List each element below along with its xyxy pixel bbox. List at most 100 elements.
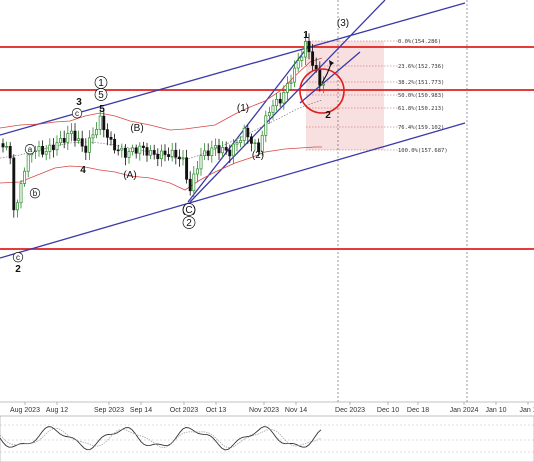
wave-label: 4 xyxy=(80,165,86,176)
candle-body xyxy=(177,156,181,160)
wave-label: 1 xyxy=(303,30,309,41)
candle-body xyxy=(300,56,304,61)
candle-body xyxy=(12,157,16,211)
candles-layer xyxy=(1,33,325,218)
trend-channel-line xyxy=(0,122,466,259)
fib-level-label: 61.8%(150.213) xyxy=(398,106,444,112)
candle-body xyxy=(278,98,282,104)
candle-body xyxy=(51,144,55,151)
candle-body xyxy=(264,115,268,136)
candle-body xyxy=(203,150,207,157)
fib-level-label: 0.0%(154.286) xyxy=(398,39,441,45)
candle-body xyxy=(246,127,250,138)
candle-body xyxy=(307,41,311,53)
x-tick-label: Nov 2023 xyxy=(249,407,279,414)
fib-level-label: 23.6%(152.736) xyxy=(398,64,444,70)
x-tick-label: Jan 10 xyxy=(485,407,506,414)
candle-body xyxy=(221,147,225,154)
candle-body xyxy=(109,136,113,140)
candle-body xyxy=(163,150,167,155)
candle-body xyxy=(66,133,70,143)
candle-body xyxy=(120,147,124,151)
wave-label: c xyxy=(16,253,20,262)
wave-label: (C) xyxy=(182,205,196,216)
wave-label-circle xyxy=(182,203,196,216)
candle-body xyxy=(41,146,45,155)
wave-label-circle xyxy=(182,216,196,229)
wave-label: 3 xyxy=(76,97,82,108)
candle-body xyxy=(62,137,66,143)
candle-body xyxy=(113,138,117,151)
candle-body xyxy=(87,137,91,153)
x-tick-label: Aug 12 xyxy=(46,407,68,414)
wave-label: 5 xyxy=(99,104,105,115)
wave-label: 2 xyxy=(15,264,21,275)
candle-body xyxy=(296,60,300,69)
candle-body xyxy=(293,67,297,83)
candle-body xyxy=(127,151,131,158)
wave-label-circle xyxy=(12,252,24,263)
candle-body xyxy=(231,143,235,157)
candle-body xyxy=(73,130,77,141)
x-tick-label: Oct 2023 xyxy=(170,407,199,414)
candle-body xyxy=(314,65,318,70)
projection-arrow-head xyxy=(329,60,334,66)
candle-body xyxy=(267,112,271,117)
candle-body xyxy=(228,149,232,157)
candle-body xyxy=(26,154,30,172)
candle-body xyxy=(253,142,257,144)
wave-label: 5 xyxy=(98,90,104,101)
candle-body xyxy=(213,145,217,149)
projection-arrow xyxy=(321,63,332,84)
wave-label: a xyxy=(28,145,33,154)
wave-label: (B) xyxy=(130,123,143,134)
candle-body xyxy=(48,144,52,152)
candle-body xyxy=(210,147,214,156)
candle-body xyxy=(289,81,293,84)
candle-body xyxy=(224,147,228,151)
highlight-circle xyxy=(299,68,345,114)
trend-channel-line xyxy=(187,43,311,203)
candle-body xyxy=(15,202,19,211)
candle-body xyxy=(156,154,160,160)
candle-body xyxy=(23,170,27,184)
candle-body xyxy=(271,105,275,113)
candle-body xyxy=(239,140,243,143)
candle-body xyxy=(282,92,286,104)
candle-body xyxy=(55,142,59,151)
candle-body xyxy=(181,157,185,160)
candle-body xyxy=(303,41,307,58)
candle-body xyxy=(91,134,95,139)
x-tick-label: Oct 13 xyxy=(206,407,227,414)
trend-channel-line xyxy=(299,51,361,104)
candle-body xyxy=(95,129,99,136)
wave-label: (3) xyxy=(337,18,349,29)
candle-body xyxy=(8,145,12,159)
x-tick-label: Sep 14 xyxy=(130,407,152,414)
fib-level-label: 76.4%(159.102) xyxy=(398,125,444,131)
indicator-lines-layer xyxy=(0,0,534,402)
wave-label: 2 xyxy=(325,110,331,121)
candle-body xyxy=(185,157,189,180)
candle-body xyxy=(195,168,199,175)
fib-zone-layer: 0.0%(154.286) 23.6%(152.736) 38.2%(151.773… xyxy=(306,39,448,154)
x-tick-label: Dec 18 xyxy=(407,407,429,414)
candle-body xyxy=(77,138,81,141)
wave-label-circle xyxy=(71,108,83,119)
x-tick-label: Dec 10 xyxy=(377,407,399,414)
candle-body xyxy=(260,135,264,152)
candle-body xyxy=(59,137,63,144)
oscillator-d-line xyxy=(0,427,322,449)
wave-label: c xyxy=(75,109,79,118)
candle-body xyxy=(159,150,163,160)
wave-label: (1) xyxy=(237,103,249,114)
candle-body xyxy=(123,147,127,158)
candle-body xyxy=(141,145,145,148)
candle-body xyxy=(105,129,109,138)
candle-body xyxy=(311,51,315,66)
wave-label: 2 xyxy=(186,218,192,229)
oscillator-k-line xyxy=(0,426,322,451)
oscillator-frame xyxy=(0,415,534,462)
